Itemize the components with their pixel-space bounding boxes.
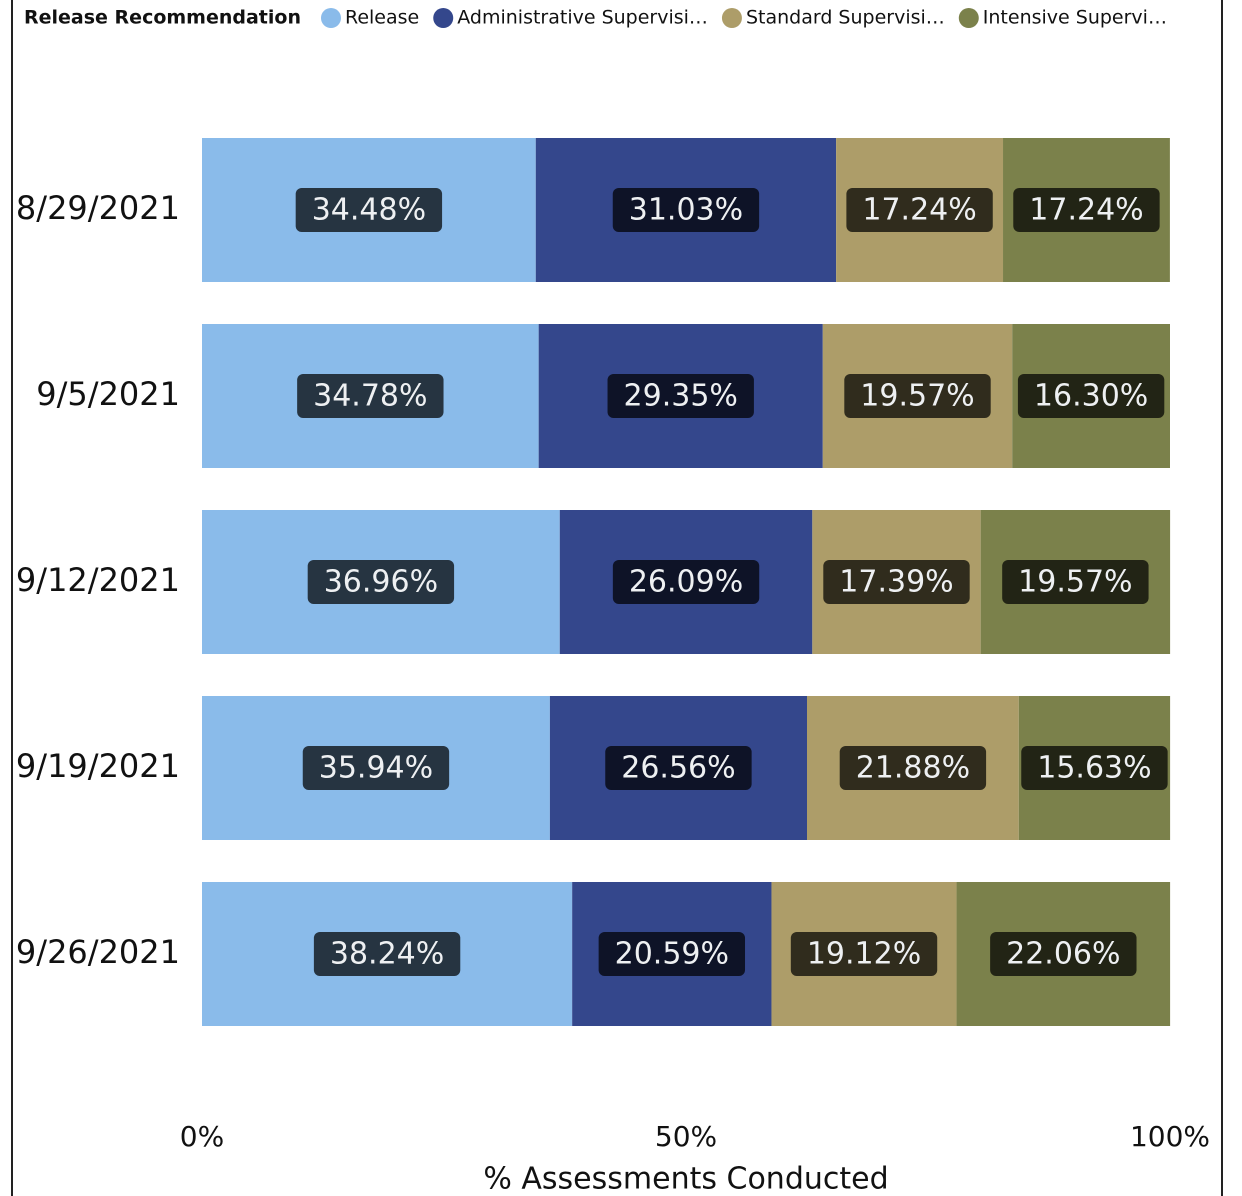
- y-tick-label: 9/5/2021: [36, 375, 180, 413]
- data-label: 15.63%: [1037, 751, 1151, 786]
- legend-label: Standard Supervisi…: [746, 7, 945, 29]
- y-tick-label: 9/26/2021: [16, 933, 180, 971]
- frame: [11, 0, 1223, 1196]
- data-label: 19.57%: [1018, 565, 1132, 600]
- y-tick-label: 9/12/2021: [16, 561, 180, 599]
- data-label: 31.03%: [629, 193, 743, 228]
- label-box: [313, 932, 461, 976]
- data-label: 35.94%: [319, 751, 433, 786]
- label-box: [605, 746, 752, 790]
- x-axis-title: % Assessments Conducted: [483, 1162, 888, 1196]
- legend-label: Administrative Supervisi…: [457, 7, 708, 29]
- legend-marker: [958, 8, 979, 28]
- legend-marker: [320, 8, 341, 28]
- label-box: [1017, 374, 1165, 418]
- label-box: [790, 932, 938, 976]
- label-box: [612, 560, 760, 604]
- legend-marker: [433, 8, 454, 28]
- legend-marker: [721, 8, 742, 28]
- data-label: 20.59%: [615, 937, 729, 972]
- x-tick-label: 100%: [1130, 1120, 1210, 1153]
- data-label: 17.24%: [862, 193, 976, 228]
- label-box: [307, 560, 455, 604]
- label-box: [990, 932, 1137, 976]
- data-label: 19.57%: [860, 379, 974, 414]
- label-box: [1002, 560, 1149, 604]
- label-box: [844, 374, 991, 418]
- data-label: 17.24%: [1029, 193, 1143, 228]
- data-label: 38.24%: [330, 937, 444, 972]
- legend-label: Release: [345, 7, 419, 29]
- label-box: [598, 932, 746, 976]
- label-box: [607, 374, 754, 418]
- data-label: 36.96%: [324, 565, 438, 600]
- label-box: [612, 188, 760, 232]
- y-tick-label: 9/19/2021: [16, 747, 180, 785]
- y-tick-label: 8/29/2021: [16, 189, 180, 227]
- data-label: 22.06%: [1006, 937, 1120, 972]
- data-label: 26.09%: [629, 565, 743, 600]
- data-label: 29.35%: [624, 379, 738, 414]
- data-label: 21.88%: [856, 751, 970, 786]
- label-box: [839, 746, 987, 790]
- label-box: [295, 188, 443, 232]
- label-box: [823, 560, 970, 604]
- data-label: 16.30%: [1034, 379, 1148, 414]
- data-label: 19.12%: [807, 937, 921, 972]
- data-label: 26.56%: [621, 751, 735, 786]
- label-box: [302, 746, 450, 790]
- label-box: [1013, 188, 1160, 232]
- data-label: 34.78%: [313, 379, 427, 414]
- x-tick-label: 0%: [180, 1120, 224, 1153]
- data-label: 34.48%: [312, 193, 426, 228]
- legend-title: Release Recommendation: [24, 7, 301, 29]
- legend-label: Intensive Supervi…: [983, 7, 1167, 29]
- label-box: [297, 374, 444, 418]
- label-box: [846, 188, 993, 232]
- label-box: [1021, 746, 1168, 790]
- x-tick-label: 50%: [655, 1120, 717, 1153]
- data-label: 17.39%: [839, 565, 953, 600]
